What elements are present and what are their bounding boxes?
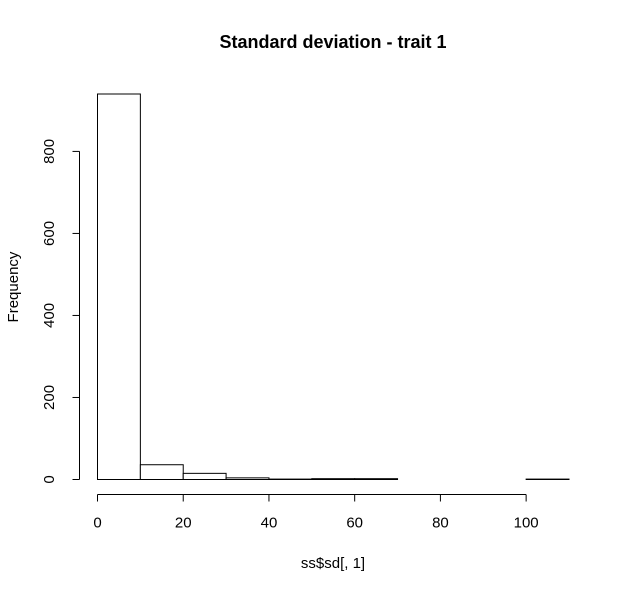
y-tick-label-4: 800 (41, 139, 58, 164)
x-tick-label-4: 80 (432, 515, 449, 532)
y-tick-label-0: 0 (41, 475, 58, 483)
y-tick-label-2: 400 (41, 303, 58, 328)
histogram-bar-5 (311, 478, 356, 480)
x-axis: 0 20 40 60 80 100 (93, 494, 539, 532)
histogram-bar-3 (225, 477, 270, 481)
x-tick-label-2: 40 (261, 515, 278, 532)
y-axis: 0 200 400 600 800 (41, 139, 80, 484)
x-axis-label: ss$sd[, 1] (301, 555, 365, 572)
y-tick-label-1: 200 (41, 385, 58, 410)
x-tick-label-5: 100 (514, 515, 539, 532)
chart-title: Standard deviation - trait 1 (219, 32, 446, 52)
histogram-bar-2 (182, 472, 227, 481)
histogram-bar-1 (139, 464, 184, 481)
y-axis-label: Frequency (5, 251, 22, 322)
histogram-bar-0 (97, 93, 141, 480)
histogram-bar-6 (354, 478, 399, 480)
x-tick-label-3: 60 (346, 515, 363, 532)
y-tick-label-3: 600 (41, 221, 58, 246)
bars-group (97, 93, 570, 481)
x-tick-label-0: 0 (93, 515, 101, 532)
x-tick-label-1: 20 (175, 515, 192, 532)
